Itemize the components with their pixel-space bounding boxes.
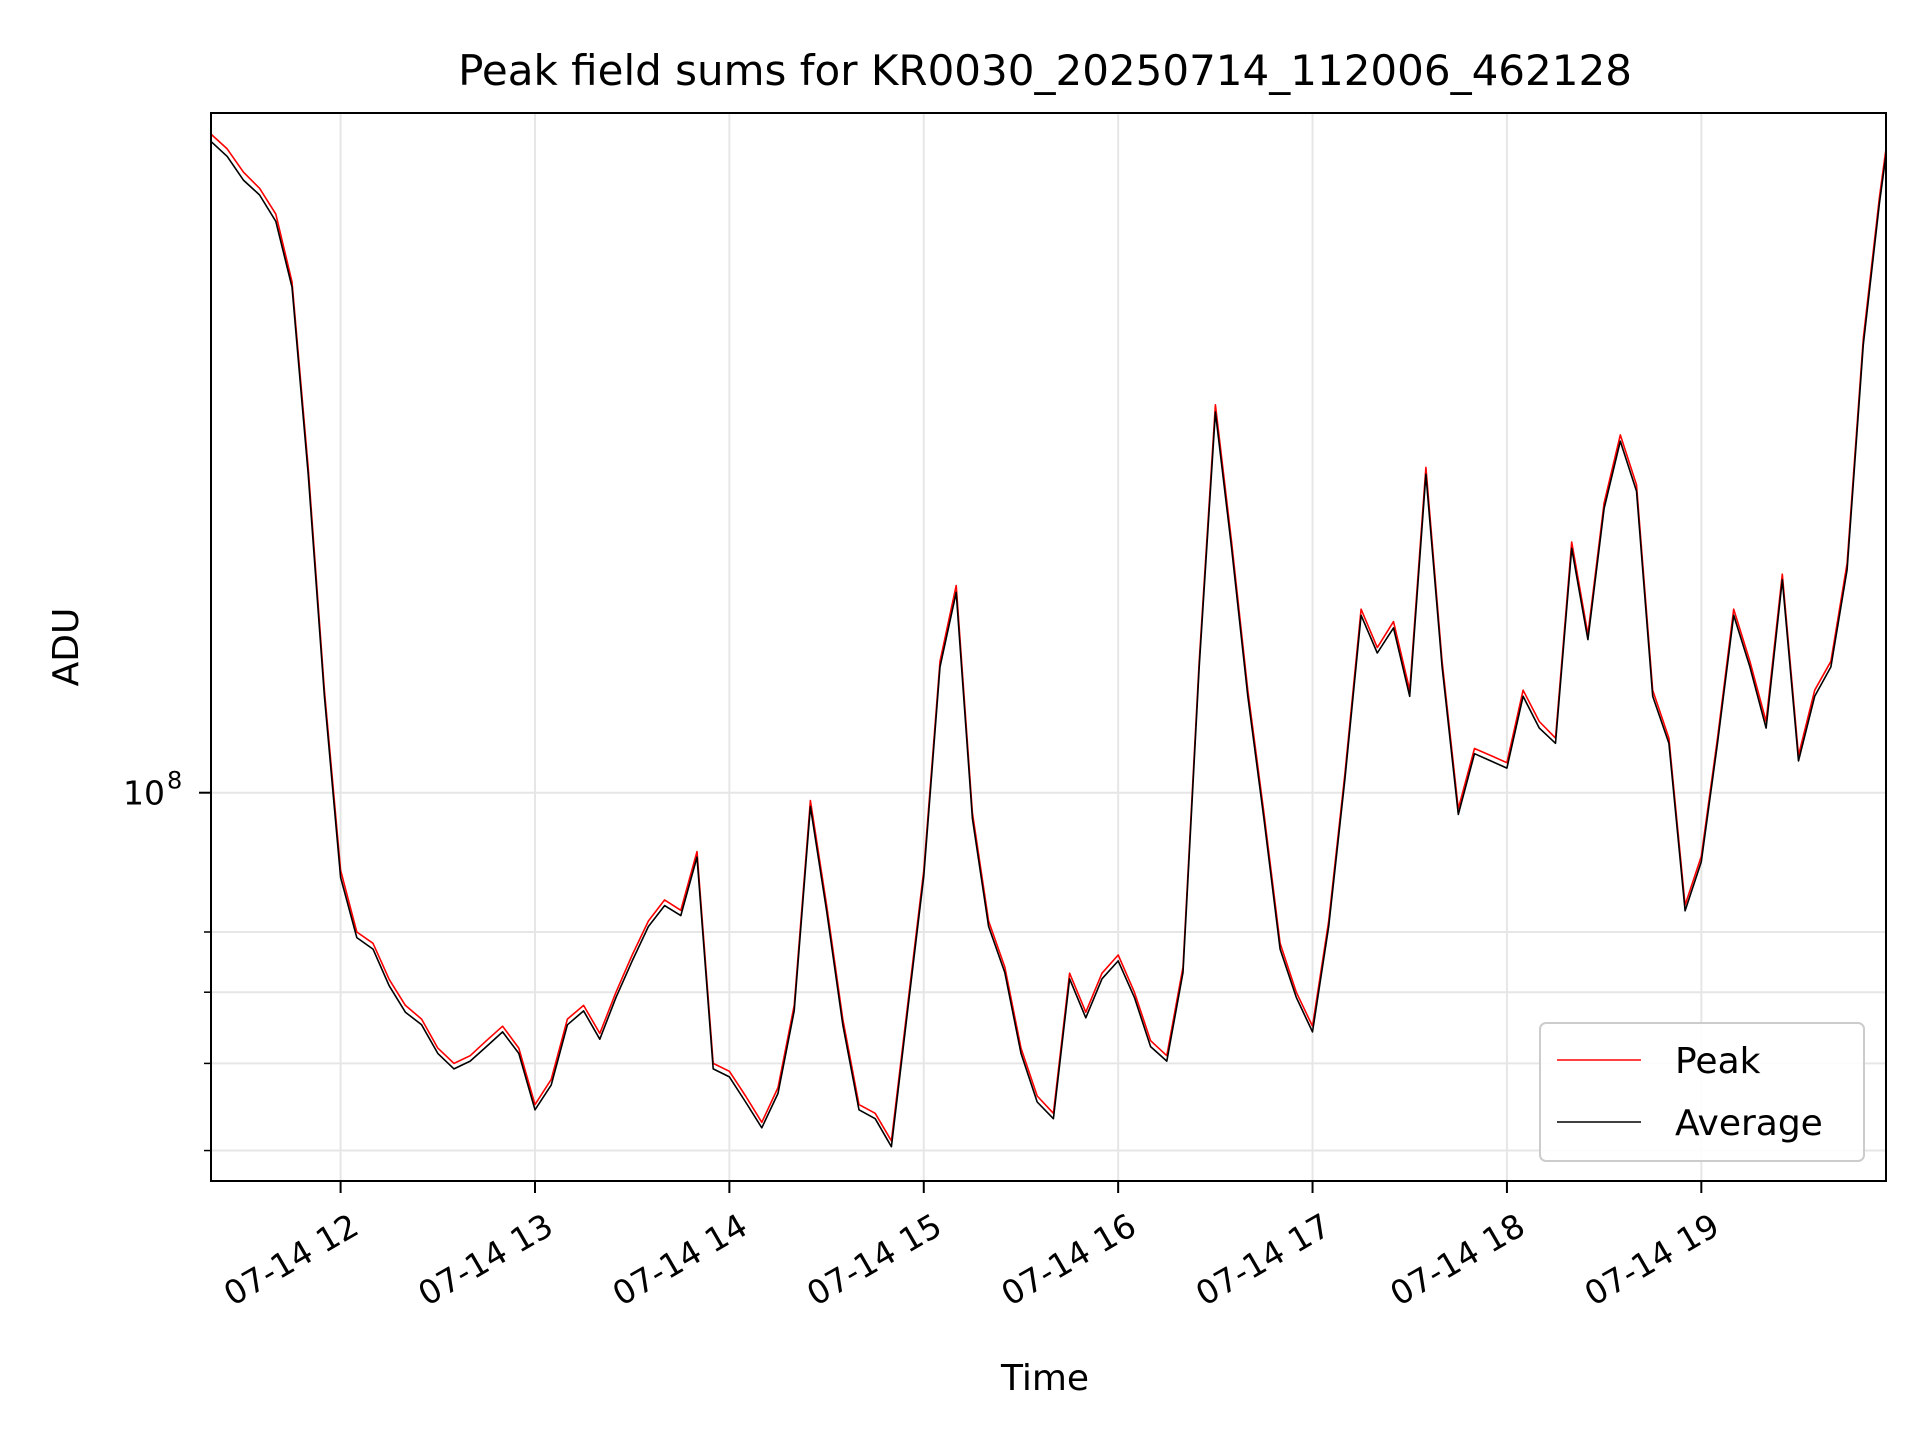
y-tick-label: 10 — [123, 774, 165, 813]
line-chart: Peak field sums for KR0030_20250714_1120… — [0, 0, 1920, 1440]
x-axis-label: Time — [1000, 1358, 1089, 1399]
legend: Peak Average — [1540, 1023, 1864, 1161]
chart-title: Peak field sums for KR0030_20250714_1120… — [458, 46, 1632, 95]
legend-label-peak: Peak — [1675, 1041, 1761, 1082]
y-axis-label: ADU — [46, 608, 87, 687]
figure-background — [0, 0, 1920, 1440]
y-tick-exponent: 8 — [167, 767, 182, 795]
legend-label-average: Average — [1675, 1103, 1823, 1144]
